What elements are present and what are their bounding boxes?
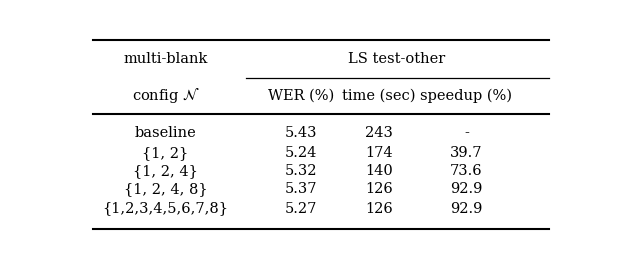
Text: baseline: baseline <box>135 126 197 140</box>
Text: 73.6: 73.6 <box>450 164 483 178</box>
Text: -: - <box>464 126 469 140</box>
Text: 5.24: 5.24 <box>285 146 317 160</box>
Text: multi-blank: multi-blank <box>123 52 208 66</box>
Text: 92.9: 92.9 <box>450 182 483 196</box>
Text: 140: 140 <box>365 164 393 178</box>
Text: 5.32: 5.32 <box>285 164 317 178</box>
Text: 126: 126 <box>365 182 393 196</box>
Text: 92.9: 92.9 <box>450 201 483 215</box>
Text: 243: 243 <box>365 126 393 140</box>
Text: {1, 2, 4}: {1, 2, 4} <box>133 164 198 178</box>
Text: WER (%): WER (%) <box>269 89 334 103</box>
Text: 39.7: 39.7 <box>450 146 483 160</box>
Text: LS test-other: LS test-other <box>348 52 446 66</box>
Text: 5.43: 5.43 <box>285 126 317 140</box>
Text: config $\mathcal{N}$: config $\mathcal{N}$ <box>131 86 200 105</box>
Text: speedup (%): speedup (%) <box>421 88 512 103</box>
Text: {1,2,3,4,5,6,7,8}: {1,2,3,4,5,6,7,8} <box>103 201 228 215</box>
Text: 5.27: 5.27 <box>285 201 317 215</box>
Text: {1, 2, 4, 8}: {1, 2, 4, 8} <box>124 182 207 196</box>
Text: {1, 2}: {1, 2} <box>143 146 188 160</box>
Text: time (sec): time (sec) <box>342 89 416 103</box>
Text: 5.37: 5.37 <box>285 182 317 196</box>
Text: 174: 174 <box>365 146 393 160</box>
Text: 126: 126 <box>365 201 393 215</box>
